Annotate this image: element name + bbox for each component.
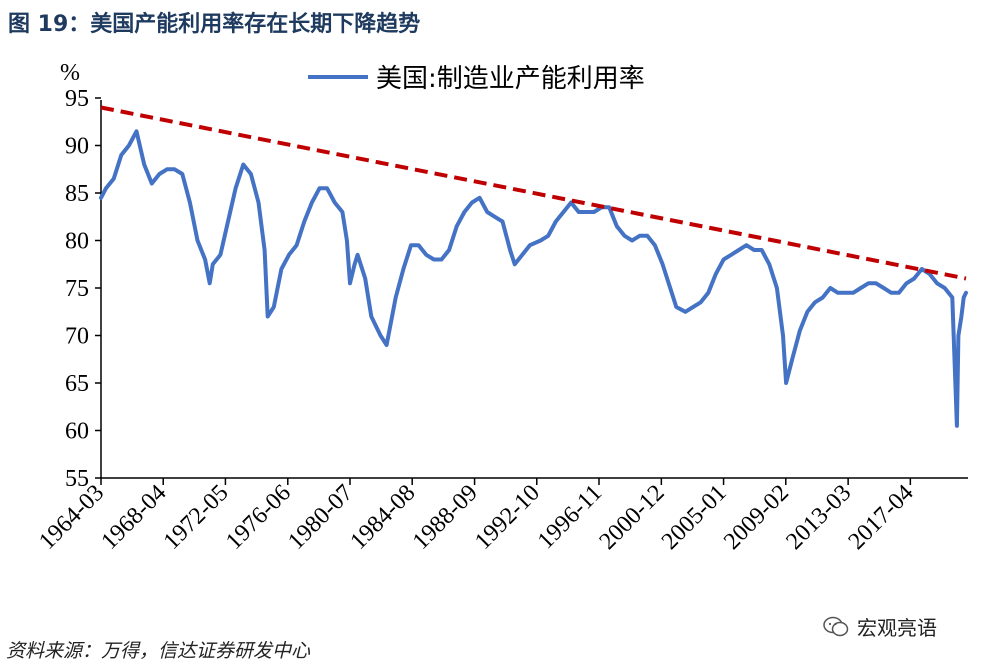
x-axis: 1964-031968-041972-051976-061980-071984-… (34, 477, 968, 555)
y-tick-label: 65 (65, 371, 89, 397)
y-tick-label: 70 (65, 324, 89, 350)
x-tick-label: 2000-12 (595, 480, 670, 555)
figure-title: 图 19：美国产能利用率存在长期下降趋势 (8, 12, 421, 37)
watermark-text: 宏观亮语 (857, 616, 937, 640)
y-tick-label: 75 (65, 276, 89, 302)
x-tick-label: 1980-07 (283, 480, 358, 555)
source-note: 资料来源：万得，信达证券研发中心 (6, 640, 311, 662)
y-tick-label: 80 (65, 229, 89, 255)
x-tick-label: 2017-04 (844, 480, 919, 555)
y-tick-label: 90 (65, 134, 89, 160)
y-axis: % 55 60 65 70 75 80 85 90 95 (60, 60, 102, 492)
wechat-icon (823, 616, 849, 636)
x-tick-label: 2009-02 (719, 480, 794, 555)
x-tick-label: 1972-05 (159, 480, 234, 555)
x-tick-label: 1992-10 (470, 480, 545, 555)
x-tick-label: 1996-11 (533, 480, 607, 554)
y-tick-label: 85 (65, 181, 89, 207)
y-tick-label: 95 (65, 86, 89, 112)
y-axis-unit-label: % (60, 60, 80, 86)
legend: 美国:制造业产能利用率 (308, 64, 645, 94)
x-tick-label: 2005-01 (657, 480, 732, 555)
y-tick-label: 55 (65, 466, 89, 492)
x-tick-label: 1988-09 (408, 480, 483, 555)
legend-label: 美国:制造业产能利用率 (376, 64, 645, 94)
x-tick-label: 1968-04 (96, 480, 171, 555)
series-line-capacity-utilization (99, 129, 968, 428)
x-tick-label: 2013-03 (781, 480, 856, 555)
watermark: 宏观亮语 (823, 612, 937, 641)
trend-line (100, 105, 967, 281)
plot-area (99, 105, 968, 428)
x-tick-label: 1984-08 (345, 480, 420, 555)
x-tick-label: 1976-06 (221, 480, 296, 555)
y-tick-label: 60 (65, 419, 89, 445)
